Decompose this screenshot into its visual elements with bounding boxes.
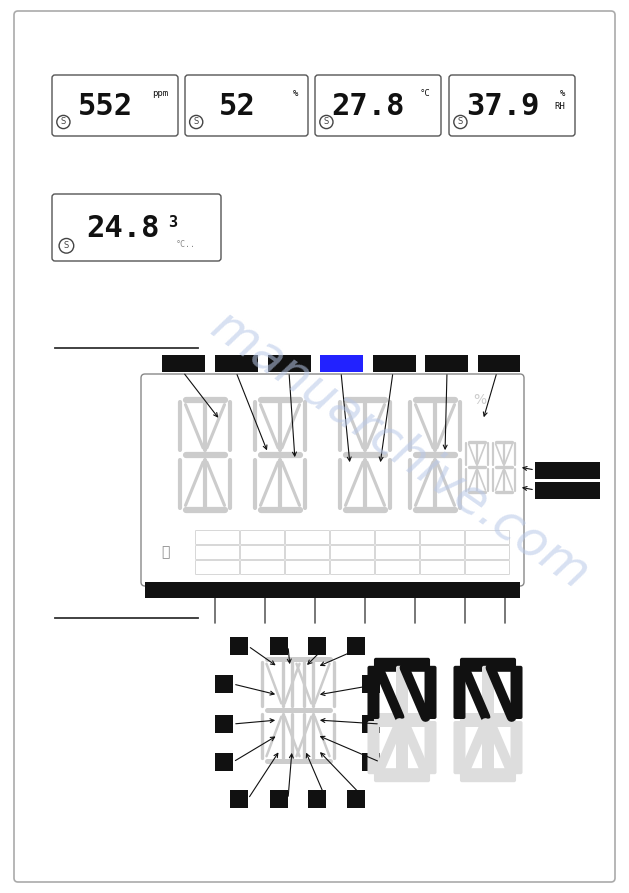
Bar: [535, 482, 600, 499]
FancyBboxPatch shape: [374, 658, 430, 672]
FancyBboxPatch shape: [425, 721, 437, 774]
Bar: [215, 715, 233, 733]
Text: °C: °C: [420, 89, 431, 98]
Text: RH: RH: [554, 102, 565, 111]
Bar: [373, 355, 416, 372]
Text: %: %: [474, 393, 487, 407]
FancyBboxPatch shape: [52, 75, 178, 136]
Text: 24.8: 24.8: [87, 214, 160, 243]
Bar: [320, 355, 363, 372]
FancyBboxPatch shape: [454, 666, 465, 719]
FancyBboxPatch shape: [367, 666, 379, 719]
Bar: [230, 790, 248, 808]
FancyBboxPatch shape: [141, 374, 524, 586]
Bar: [230, 637, 248, 655]
FancyBboxPatch shape: [315, 75, 441, 136]
FancyBboxPatch shape: [449, 75, 575, 136]
Bar: [425, 355, 468, 372]
Bar: [270, 637, 288, 655]
Text: %: %: [559, 89, 565, 98]
Text: S: S: [61, 118, 66, 127]
FancyBboxPatch shape: [374, 768, 430, 782]
FancyBboxPatch shape: [482, 721, 494, 774]
Text: S: S: [194, 118, 199, 127]
Bar: [308, 790, 326, 808]
Text: 27.8: 27.8: [331, 92, 405, 121]
FancyBboxPatch shape: [460, 713, 516, 727]
FancyBboxPatch shape: [396, 721, 408, 774]
Text: Ⓢ: Ⓢ: [161, 545, 169, 559]
Text: 52: 52: [219, 92, 255, 121]
FancyBboxPatch shape: [460, 658, 516, 672]
FancyBboxPatch shape: [367, 721, 379, 774]
Bar: [215, 753, 233, 771]
Text: S: S: [324, 118, 329, 127]
Bar: [478, 355, 520, 372]
FancyBboxPatch shape: [52, 194, 221, 261]
Bar: [162, 355, 205, 372]
Text: °C..: °C..: [175, 240, 196, 249]
FancyBboxPatch shape: [511, 721, 523, 774]
Bar: [362, 753, 380, 771]
Bar: [347, 790, 365, 808]
FancyBboxPatch shape: [511, 666, 523, 719]
Bar: [215, 355, 258, 372]
Bar: [535, 462, 600, 479]
FancyBboxPatch shape: [425, 666, 437, 719]
Bar: [362, 715, 380, 733]
Text: %: %: [292, 89, 298, 98]
FancyBboxPatch shape: [185, 75, 308, 136]
Text: S: S: [458, 118, 463, 127]
FancyBboxPatch shape: [460, 768, 516, 782]
Text: 3: 3: [168, 215, 177, 230]
Text: ppm: ppm: [152, 89, 168, 98]
Bar: [308, 637, 326, 655]
Bar: [270, 790, 288, 808]
FancyBboxPatch shape: [14, 11, 615, 882]
Bar: [268, 355, 311, 372]
Text: 37.9: 37.9: [465, 92, 539, 121]
Bar: [347, 637, 365, 655]
Bar: [215, 675, 233, 693]
FancyBboxPatch shape: [396, 666, 408, 719]
FancyBboxPatch shape: [482, 666, 494, 719]
FancyBboxPatch shape: [374, 713, 430, 727]
Text: 552: 552: [78, 92, 133, 121]
FancyBboxPatch shape: [454, 721, 465, 774]
Text: S: S: [64, 241, 69, 250]
Text: manuarchive.com: manuarchive.com: [202, 301, 598, 599]
Bar: [145, 582, 520, 598]
Bar: [362, 675, 380, 693]
